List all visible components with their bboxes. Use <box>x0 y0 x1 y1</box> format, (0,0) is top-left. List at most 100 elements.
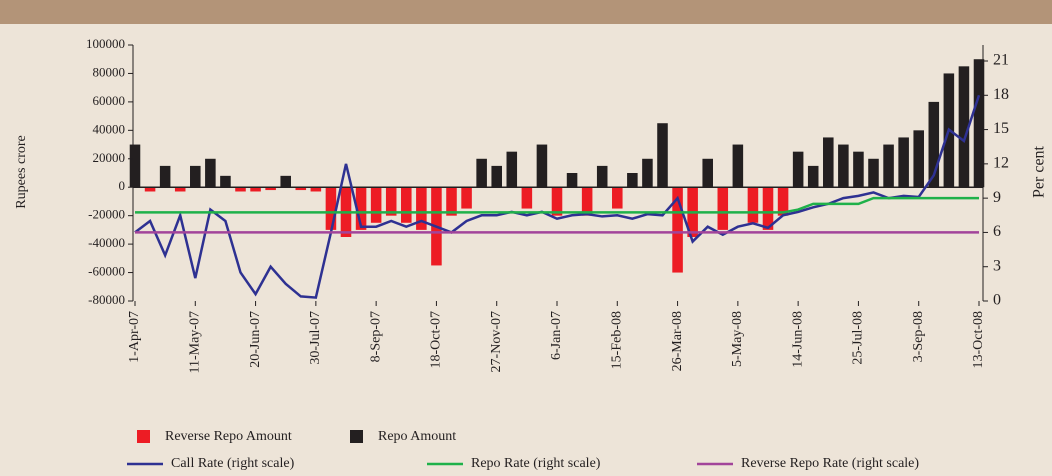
bar <box>370 187 382 223</box>
bar <box>551 187 563 216</box>
bar <box>461 187 472 209</box>
bar <box>596 165 608 188</box>
bar <box>129 144 141 188</box>
bar <box>295 187 307 191</box>
bar <box>838 144 849 188</box>
bar <box>747 187 759 223</box>
x-tick-label: 11-May-07 <box>188 311 203 373</box>
legend-label: Repo Rate (right scale) <box>471 456 601 471</box>
bar <box>868 158 879 188</box>
bar <box>958 66 970 188</box>
bar <box>205 158 216 188</box>
x-tick-label: 25-Jul-08 <box>851 311 866 365</box>
x-tick-label: 30-Jul-07 <box>308 311 323 365</box>
y2-tick-label: 3 <box>993 257 1001 274</box>
x-tick-label: 1-Apr-07 <box>127 311 142 363</box>
bar <box>144 187 156 192</box>
line-series <box>134 94 981 299</box>
bar <box>416 187 427 230</box>
bar <box>823 137 834 188</box>
y2-axis-label: Per cent <box>1031 145 1048 198</box>
bar <box>642 158 653 188</box>
bar <box>627 173 638 188</box>
y2-tick-label: 9 <box>993 189 1001 206</box>
bar <box>265 187 276 191</box>
x-tick-label: 15-Feb-08 <box>610 311 625 369</box>
bar <box>792 151 804 188</box>
x-tick-label: 5-May-08 <box>730 311 745 367</box>
x-tick-label: 14-Jun-08 <box>790 311 805 368</box>
bar <box>491 165 502 188</box>
bar <box>159 165 171 188</box>
y-tick-label: 60000 <box>93 93 126 108</box>
bar <box>913 130 924 188</box>
bar <box>807 165 819 188</box>
y-tick-label: 40000 <box>93 121 126 136</box>
x-tick-label: 8-Sep-07 <box>368 311 383 362</box>
bar <box>174 187 186 192</box>
y-tick-label: 100000 <box>86 36 125 51</box>
legend-label: Repo Amount <box>378 429 456 444</box>
bar <box>355 187 367 230</box>
bar <box>853 151 864 188</box>
bar <box>581 187 593 216</box>
bar <box>190 165 201 188</box>
y-axis-label: Rupees crore <box>14 135 29 208</box>
bar <box>220 175 231 188</box>
x-tick-label: 20-Jun-07 <box>248 311 263 368</box>
y2-tick-label: 18 <box>993 86 1009 103</box>
bar <box>777 187 789 216</box>
y-tick-label: 0 <box>119 178 126 193</box>
x-tick-label: 26-Mar-08 <box>670 311 685 371</box>
bar <box>762 187 774 230</box>
bar <box>883 144 894 188</box>
bar <box>672 187 683 273</box>
bar <box>385 187 397 216</box>
bar <box>280 175 291 188</box>
header-band <box>0 0 1052 24</box>
bar <box>928 101 940 188</box>
x-tick-label: 6-Jan-07 <box>549 311 564 360</box>
x-tick-label: 18-Oct-07 <box>429 311 444 369</box>
bar <box>973 59 985 188</box>
y-tick-label: -40000 <box>88 235 125 250</box>
bar <box>521 187 533 209</box>
y-tick-label: -80000 <box>88 292 125 307</box>
legend-label: Call Rate (right scale) <box>171 456 295 471</box>
bar <box>325 187 337 230</box>
legend-label: Reverse Repo Rate (right scale) <box>741 456 919 471</box>
bar <box>536 144 548 188</box>
y2-tick-label: 12 <box>993 155 1009 172</box>
y2-tick-label: 15 <box>993 120 1009 137</box>
bar <box>506 151 518 188</box>
legend-swatch <box>350 430 363 443</box>
y2-tick-label: 21 <box>993 52 1009 69</box>
bar <box>401 187 412 223</box>
bar <box>732 144 744 188</box>
y2-tick-label: 0 <box>993 292 1001 309</box>
x-tick-label: 27-Nov-07 <box>489 311 504 372</box>
line-series <box>135 196 979 214</box>
bar <box>250 187 261 192</box>
legend-swatch <box>137 430 150 443</box>
bar <box>476 158 487 188</box>
legend-label: Reverse Repo Amount <box>165 429 292 444</box>
y2-tick-label: 6 <box>993 223 1001 240</box>
bar <box>235 187 246 192</box>
bar <box>702 158 713 188</box>
bar <box>657 123 668 188</box>
y-tick-label: 20000 <box>93 150 126 165</box>
x-tick-label: 13-Oct-08 <box>971 311 986 369</box>
bar <box>566 173 578 188</box>
bar <box>717 187 729 230</box>
y-tick-label: -60000 <box>88 264 125 279</box>
bar <box>612 187 623 209</box>
y-tick-label: 80000 <box>93 64 126 79</box>
bar <box>898 137 909 188</box>
x-tick-label: 3-Sep-08 <box>911 311 926 362</box>
bar <box>310 187 322 192</box>
bar <box>446 187 457 216</box>
y-tick-label: -20000 <box>88 207 125 222</box>
